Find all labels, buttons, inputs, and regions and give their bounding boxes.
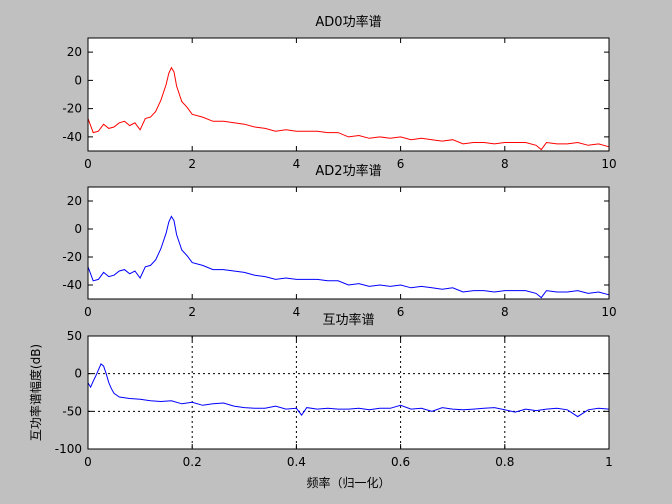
x-tick-label: 6 [397,305,405,319]
x-tick-label: 0 [84,305,92,319]
x-tick-label: 0.6 [391,455,410,469]
y-tick-label: -100 [55,442,82,456]
x-tick-label: 0.2 [183,455,202,469]
y-tick-label: 0 [74,367,82,381]
chart-title: 互功率谱 [322,312,374,328]
x-tick-label: 0 [84,157,92,171]
cross-power-spectrum-plot: 0 0.2 0.4 0.6 0.8 1 -100 -50 0 50 频率（归一化） 互功率谱幅度(… [28,312,613,490]
x-tick-label: 4 [293,305,301,319]
x-tick-label: 4 [293,157,301,171]
y-axis-label: 互功率谱幅度(dB) [28,344,43,441]
x-tick-label: 2 [188,157,196,171]
x-tick-label: 10 [601,305,616,319]
chart-title: AD0功率谱 [315,14,381,30]
axes-background [88,187,609,299]
axes-frame [87,186,610,300]
x-tick-label: 6 [397,157,405,171]
x-tick-label: 1 [605,455,613,469]
chart-title: AD2功率谱 [315,163,381,179]
axes-frame [87,37,610,152]
series-line [87,215,610,299]
y-tick-label: 0 [74,222,82,236]
series-line [87,66,610,151]
y-tick-label: -40 [62,130,82,144]
power-spectrum-ad0-plot: 0 2 4 6 8 10 -40 -20 0 20 AD0功率谱 [62,14,616,171]
x-tick-label: 0.4 [287,455,306,469]
x-tick-label: 10 [601,157,616,171]
y-tick-label: -20 [62,250,82,264]
x-tick-label: 0 [84,455,92,469]
x-tick-label: 0.8 [495,455,514,469]
x-tick-label: 8 [501,305,509,319]
power-spectrum-ad2-plot: 0 2 4 6 8 10 -40 -20 0 20 AD2功率谱 [62,163,616,319]
y-tick-label: 0 [74,73,82,87]
y-tick-label: -40 [62,278,82,292]
axes-background [88,38,609,151]
y-tick-label: 20 [67,45,82,59]
axes-frame [87,335,610,450]
x-axis-label: 频率（归一化） [306,475,390,490]
axes-background [88,336,609,449]
x-tick-label: 2 [188,305,196,319]
y-tick-label: 20 [67,194,82,208]
x-tick-label: 8 [501,157,509,171]
y-tick-label: 50 [67,329,82,343]
y-tick-label: -20 [62,102,82,116]
y-tick-label: -50 [62,404,82,418]
series-line [87,363,610,418]
